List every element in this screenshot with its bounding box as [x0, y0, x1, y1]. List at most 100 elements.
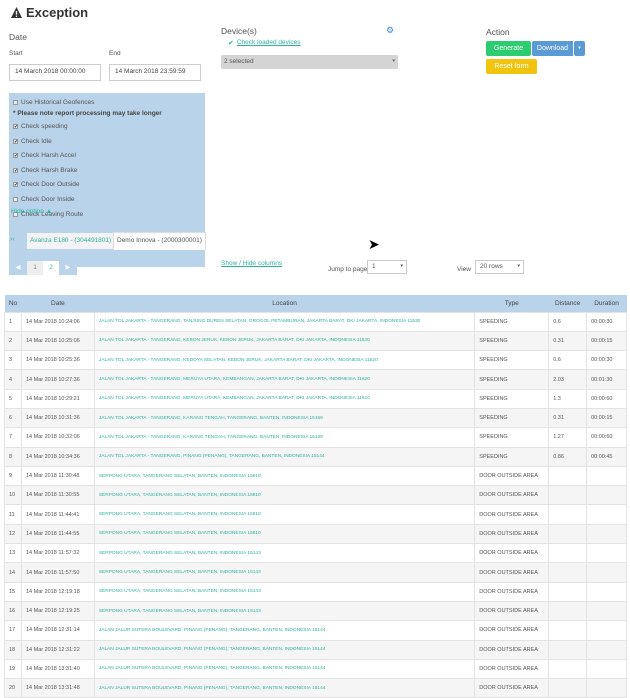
table-row[interactable]: 19 14 Mar 2018 13:31:40 JALAN JALUR SUTERA… — [4, 658, 627, 680]
checkbox-icon[interactable]: ✔ — [13, 124, 19, 130]
table-row[interactable]: 2 14 Mar 2018 10:25:06 JALAN TOL JAKARTA -… — [4, 330, 627, 352]
cell-location[interactable]: JALAN TOL JAKARTA - TANGERANG, TANJUNG D… — [93, 311, 476, 332]
check-loaded-link[interactable]: Check loaded devices — [236, 39, 301, 46]
option-label: Check Door Inside — [21, 196, 75, 203]
column-header-date[interactable]: Date — [21, 295, 95, 312]
column-header-type[interactable]: Type — [474, 295, 549, 312]
cell-location[interactable]: JALAN TOL JAKARTA - TANGERANG, MERUYA UT… — [93, 369, 476, 390]
cell-location[interactable]: SERPONG UTARA, TANGERANG SELATAN, BANTEN… — [93, 600, 476, 622]
table-row[interactable]: 12 14 Mar 2018 11:44:55 SERPONG UTARA, TAN… — [4, 523, 627, 545]
cell-location[interactable]: JALAN TOL JAKARTA - TANGERANG, MERUYA UT… — [93, 388, 476, 409]
option-check-leaving-route[interactable]: Check Leaving Route — [13, 211, 83, 218]
date-label: Date — [9, 32, 27, 42]
cell-location[interactable]: JALAN JALUR SUTERA BOULEVARD, PINANG (PE… — [93, 620, 476, 641]
table-row[interactable]: 6 14 Mar 2018 10:31:36 JALAN TOL JAKARTA -… — [4, 407, 627, 429]
device-select-value: 2 selected — [224, 58, 254, 65]
cell-date: 14 Mar 2018 10:31:36 — [20, 407, 95, 429]
device-tab-avanza[interactable]: Avanza E180 - (304491801) — [27, 233, 115, 249]
cell-date: 14 Mar 2018 12:31:14 — [20, 620, 95, 641]
cell-location[interactable]: SERPONG UTARA, TANGERANG SELATAN, BANTEN… — [93, 485, 476, 506]
cell-location[interactable]: JALAN TOL JAKARTA - TANGERANG, KARANG TE… — [93, 427, 476, 448]
cell-duration: 00:00:15 — [586, 330, 627, 352]
show-hide-columns-link[interactable]: Show / Hide columns — [221, 260, 283, 267]
checkbox-icon[interactable] — [13, 100, 18, 105]
column-header-duration[interactable]: Duration — [586, 295, 627, 312]
cell-date: 14 Mar 2018 10:25:06 — [20, 330, 95, 352]
prev-page-button[interactable]: ◀ — [9, 261, 27, 275]
cell-location[interactable]: SERPONG UTARA, TANGERANG SELATAN, BANTEN… — [93, 504, 476, 525]
cell-location[interactable]: JALAN JALUR SUTERA BOULEVARD, PINANG (PE… — [93, 678, 476, 698]
cell-distance: 0.6 — [548, 350, 588, 371]
gear-icon[interactable]: ⚙ — [386, 25, 395, 35]
table-row[interactable]: 20 14 Mar 2018 13:31:48 JALAN JALUR SUTERA… — [4, 678, 627, 698]
tab-scroll-arrows[interactable]: ›‹ — [10, 236, 15, 243]
start-date-input[interactable]: 14 March 2018 00:00:00 — [9, 64, 101, 81]
device-select[interactable]: 2 selected ▾ — [221, 55, 398, 69]
column-header-no[interactable]: No — [4, 295, 22, 312]
device-tab-demo-innova[interactable]: Demo Innova - (2000300001) — [113, 232, 206, 250]
table-row[interactable]: 14 14 Mar 2018 11:57:50 SERPONG UTARA, TAN… — [4, 562, 627, 583]
cell-location[interactable]: JALAN TOL JAKARTA - TANGERANG, PINANG (P… — [93, 446, 476, 467]
option-check-harsh-brake[interactable]: ✔ Check Harsh Brake — [13, 167, 77, 174]
table-row[interactable]: 7 14 Mar 2018 10:32:06 JALAN TOL JAKARTA -… — [4, 427, 627, 448]
option-check-door-inside[interactable]: Check Door Inside — [13, 196, 74, 203]
cell-date: 14 Mar 2018 11:44:41 — [20, 504, 95, 525]
checkbox-icon[interactable] — [13, 197, 18, 202]
cell-location[interactable]: JALAN TOL JAKARTA - TANGERANG, KEDOYA SE… — [93, 350, 476, 371]
checkbox-icon[interactable]: ✔ — [13, 138, 19, 145]
cell-type: DOOR OUTSIDE AREA — [474, 600, 550, 622]
cell-location[interactable]: JALAN TOL JAKARTA - TANGERANG, KEBON JER… — [93, 330, 476, 352]
download-dropdown-button[interactable]: ▾ — [574, 41, 585, 56]
table-row[interactable]: 15 14 Mar 2018 12:19:18 SERPONG UTARA, TAN… — [4, 581, 627, 602]
cell-type: SPEEDING — [474, 311, 550, 332]
table-row[interactable]: 11 14 Mar 2018 11:44:41 SERPONG UTARA, TAN… — [4, 504, 627, 525]
checkbox-icon[interactable]: ✔ — [13, 153, 19, 160]
table-row[interactable]: 4 14 Mar 2018 10:27:36 JALAN TOL JAKARTA -… — [4, 369, 627, 390]
table-row[interactable]: 8 14 Mar 2018 10:34:36 JALAN TOL JAKARTA -… — [4, 446, 627, 467]
cell-location[interactable]: JALAN JALUR SUTERA BOULEVARD, PINANG (PE… — [93, 639, 476, 660]
table-row[interactable]: 3 14 Mar 2018 10:25:36 JALAN TOL JAKARTA -… — [4, 350, 627, 371]
table-row[interactable]: 5 14 Mar 2018 10:29:21 JALAN TOL JAKARTA -… — [4, 388, 627, 409]
check-loaded-devices[interactable]: ✔ Check loaded devices — [228, 39, 300, 47]
checkbox-icon[interactable]: ✔ — [13, 182, 19, 189]
column-header-distance[interactable]: Distance — [548, 295, 587, 312]
cell-distance: 1.27 — [548, 427, 588, 448]
cell-location[interactable]: SERPONG UTARA, TANGERANG SELATAN, BANTEN… — [93, 543, 476, 564]
end-date-input[interactable]: 14 March 2018 23:59:59 — [109, 64, 201, 81]
generate-button[interactable]: Generate — [486, 41, 531, 56]
cell-location[interactable]: SERPONG UTARA, TANGERANG SELATAN, BANTEN… — [93, 562, 476, 583]
hide-option-link[interactable]: Hide option ▲ — [11, 208, 53, 215]
column-header-location[interactable]: Location — [94, 295, 475, 312]
download-button[interactable]: Download — [532, 41, 573, 56]
cell-date: 14 Mar 2018 10:34:36 — [20, 446, 95, 467]
cell-location[interactable]: SERPONG UTARA, TANGERANG SELATAN, BANTEN… — [93, 465, 476, 487]
cell-location[interactable]: SERPONG UTARA, TANGERANG SELATAN, BANTEN… — [93, 523, 476, 545]
rows-per-page-select[interactable]: 20 rows ▾ — [475, 260, 524, 274]
table-row[interactable]: 13 14 Mar 2018 11:57:32 SERPONG UTARA, TAN… — [4, 543, 627, 564]
reset-form-button[interactable]: Reset form — [486, 59, 537, 74]
jump-to-page-select[interactable]: 1 ▾ — [367, 260, 407, 274]
cell-location[interactable]: JALAN JALUR SUTERA BOULEVARD, PINANG (PE… — [93, 658, 476, 680]
option-check-harsh-accel[interactable]: ✔ Check Harsh Accel — [13, 152, 76, 159]
page-1-button[interactable]: 1 — [27, 261, 43, 275]
cell-location[interactable]: JALAN TOL JAKARTA - TANGERANG, KARANG TE… — [93, 407, 476, 429]
cell-location[interactable]: SERPONG UTARA, TANGERANG SELATAN, BANTEN… — [93, 581, 476, 602]
next-page-button[interactable]: ▶ — [59, 261, 77, 275]
cell-type: DOOR OUTSIDE AREA — [474, 639, 550, 660]
checkbox-icon[interactable] — [13, 211, 18, 217]
option-check-door-outside[interactable]: ✔ Check Door Outside — [13, 181, 80, 188]
checkbox-icon[interactable]: ✔ — [13, 167, 19, 174]
table-row[interactable]: 9 14 Mar 2018 11:30:48 SERPONG UTARA, TANG… — [4, 465, 627, 487]
table-row[interactable]: 18 14 Mar 2018 12:31:22 JALAN JALUR SUTERA… — [4, 639, 627, 660]
option-check-speeding[interactable]: ✔ Check speeding — [13, 123, 68, 130]
page-2-button[interactable]: 2 — [43, 261, 59, 275]
table-row[interactable]: 16 14 Mar 2018 12:19:25 SERPONG UTARA, TAN… — [4, 600, 627, 622]
table-row[interactable]: 17 14 Mar 2018 12:31:14 JALAN JALUR SUTERA… — [4, 620, 627, 641]
table-row[interactable]: 1 14 Mar 2018 10:24:06 JALAN TOL JAKARTA -… — [4, 311, 627, 332]
option-check-idle[interactable]: ✔ Check Idle — [13, 138, 52, 145]
table-row[interactable]: 10 14 Mar 2018 11:30:55 SERPONG UTARA, TAN… — [4, 485, 627, 506]
cell-no: 15 — [4, 581, 22, 602]
cell-distance — [548, 581, 588, 602]
historical-geofences-checkbox[interactable]: Use Historical Geofences — [13, 99, 94, 106]
cell-duration — [586, 465, 627, 487]
